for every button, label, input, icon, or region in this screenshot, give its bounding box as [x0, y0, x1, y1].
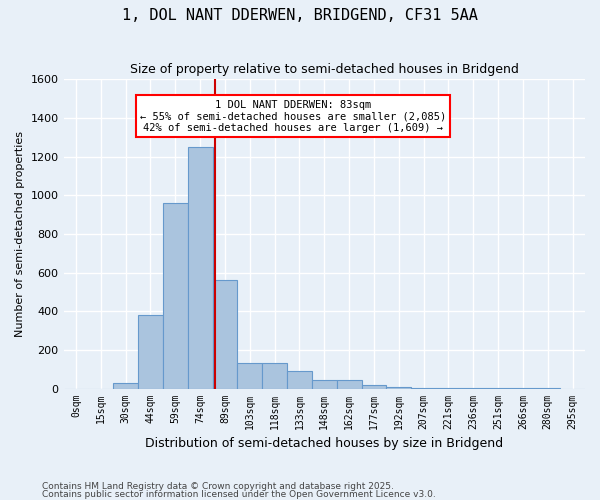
Bar	[238, 364, 262, 388]
Text: Contains public sector information licensed under the Open Government Licence v3: Contains public sector information licen…	[42, 490, 436, 499]
Bar	[188, 147, 212, 388]
Bar	[262, 364, 287, 388]
Title: Size of property relative to semi-detached houses in Bridgend: Size of property relative to semi-detach…	[130, 62, 519, 76]
Y-axis label: Number of semi-detached properties: Number of semi-detached properties	[15, 131, 25, 337]
Bar	[113, 383, 138, 388]
Bar	[138, 315, 163, 388]
Text: Contains HM Land Registry data © Crown copyright and database right 2025.: Contains HM Land Registry data © Crown c…	[42, 482, 394, 491]
Text: 1 DOL NANT DDERWEN: 83sqm
← 55% of semi-detached houses are smaller (2,085)
42% : 1 DOL NANT DDERWEN: 83sqm ← 55% of semi-…	[140, 100, 446, 132]
Bar	[312, 380, 337, 388]
Bar	[212, 280, 238, 388]
Bar	[287, 371, 312, 388]
Text: 1, DOL NANT DDERWEN, BRIDGEND, CF31 5AA: 1, DOL NANT DDERWEN, BRIDGEND, CF31 5AA	[122, 8, 478, 22]
Bar	[163, 203, 188, 388]
Bar	[362, 384, 386, 388]
X-axis label: Distribution of semi-detached houses by size in Bridgend: Distribution of semi-detached houses by …	[145, 437, 503, 450]
Bar	[337, 380, 362, 388]
Bar	[386, 386, 411, 388]
